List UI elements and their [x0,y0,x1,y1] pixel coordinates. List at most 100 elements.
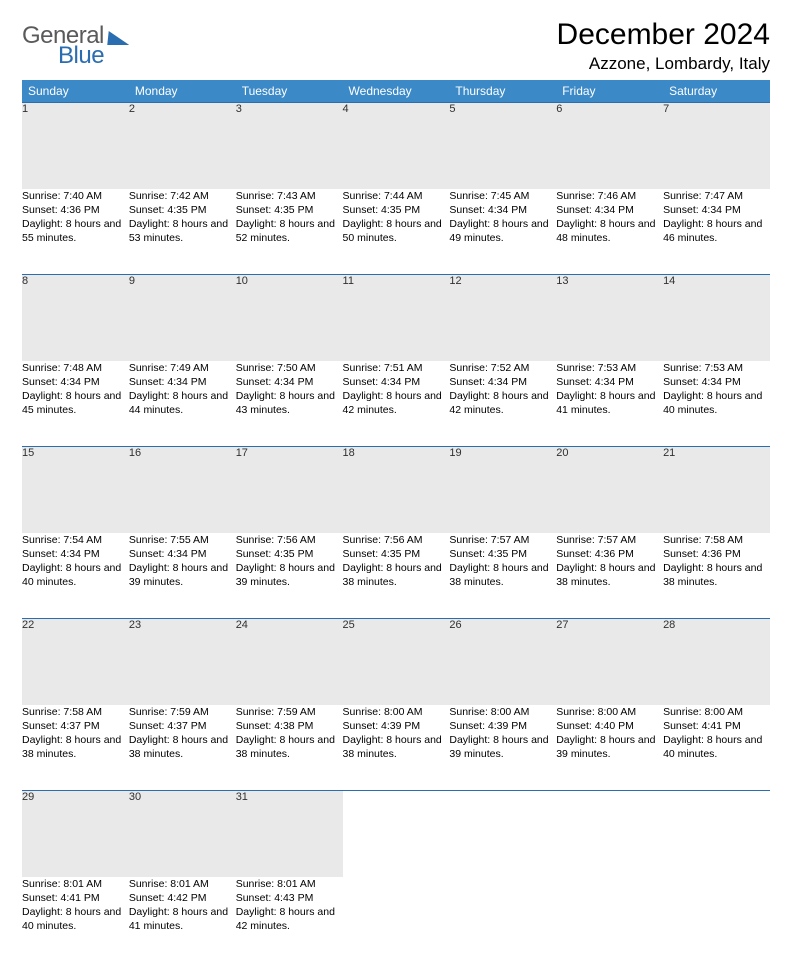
sunset-line: Sunset: 4:38 PM [236,719,343,733]
daylight-line: Daylight: 8 hours and 38 minutes. [22,733,129,761]
sunrise-line: Sunrise: 7:57 AM [449,533,556,547]
sunset-line: Sunset: 4:34 PM [236,375,343,389]
day-cell: Sunrise: 8:00 AMSunset: 4:39 PMDaylight:… [343,705,450,791]
day-cell-empty [556,877,663,963]
day-cell-empty [343,877,450,963]
day-number: 21 [663,447,770,533]
daylight-line: Daylight: 8 hours and 38 minutes. [449,561,556,589]
day-content-row: Sunrise: 7:54 AMSunset: 4:34 PMDaylight:… [22,533,770,619]
day-number-empty [556,791,663,877]
sunrise-line: Sunrise: 7:42 AM [129,189,236,203]
sunset-line: Sunset: 4:39 PM [449,719,556,733]
day-number-row: 293031 [22,791,770,877]
day-number: 7 [663,103,770,189]
day-cell: Sunrise: 8:00 AMSunset: 4:41 PMDaylight:… [663,705,770,791]
day-number-row: 891011121314 [22,275,770,361]
sunrise-line: Sunrise: 7:49 AM [129,361,236,375]
daylight-line: Daylight: 8 hours and 39 minutes. [449,733,556,761]
daylight-line: Daylight: 8 hours and 38 minutes. [129,733,236,761]
day-cell: Sunrise: 8:01 AMSunset: 4:42 PMDaylight:… [129,877,236,963]
daylight-line: Daylight: 8 hours and 40 minutes. [22,905,129,933]
daylight-line: Daylight: 8 hours and 39 minutes. [129,561,236,589]
sunset-line: Sunset: 4:39 PM [343,719,450,733]
sunset-line: Sunset: 4:35 PM [343,547,450,561]
daylight-line: Daylight: 8 hours and 43 minutes. [236,389,343,417]
day-cell: Sunrise: 7:55 AMSunset: 4:34 PMDaylight:… [129,533,236,619]
sunset-line: Sunset: 4:34 PM [22,375,129,389]
day-cell: Sunrise: 7:59 AMSunset: 4:38 PMDaylight:… [236,705,343,791]
header: General Blue December 2024 Azzone, Lomba… [22,18,770,74]
daylight-line: Daylight: 8 hours and 48 minutes. [556,217,663,245]
sunset-line: Sunset: 4:35 PM [236,203,343,217]
daylight-line: Daylight: 8 hours and 38 minutes. [663,561,770,589]
day-number: 26 [449,619,556,705]
daylight-line: Daylight: 8 hours and 49 minutes. [449,217,556,245]
sunset-line: Sunset: 4:34 PM [22,547,129,561]
sunrise-line: Sunrise: 7:53 AM [663,361,770,375]
sunrise-line: Sunrise: 8:01 AM [236,877,343,891]
day-number: 16 [129,447,236,533]
sunset-line: Sunset: 4:35 PM [449,547,556,561]
daylight-line: Daylight: 8 hours and 40 minutes. [22,561,129,589]
daylight-line: Daylight: 8 hours and 38 minutes. [343,561,450,589]
sunrise-line: Sunrise: 8:00 AM [449,705,556,719]
day-number-row: 15161718192021 [22,447,770,533]
day-cell: Sunrise: 7:40 AMSunset: 4:36 PMDaylight:… [22,189,129,275]
day-cell: Sunrise: 7:49 AMSunset: 4:34 PMDaylight:… [129,361,236,447]
day-number: 15 [22,447,129,533]
daylight-line: Daylight: 8 hours and 46 minutes. [663,217,770,245]
daylight-line: Daylight: 8 hours and 40 minutes. [663,389,770,417]
daylight-line: Daylight: 8 hours and 41 minutes. [129,905,236,933]
day-number: 6 [556,103,663,189]
sunset-line: Sunset: 4:34 PM [556,203,663,217]
sunrise-line: Sunrise: 7:52 AM [449,361,556,375]
sunrise-line: Sunrise: 7:58 AM [663,533,770,547]
day-number: 31 [236,791,343,877]
sunrise-line: Sunrise: 7:45 AM [449,189,556,203]
day-number-empty [663,791,770,877]
sunset-line: Sunset: 4:41 PM [663,719,770,733]
sunset-line: Sunset: 4:37 PM [22,719,129,733]
day-cell: Sunrise: 8:00 AMSunset: 4:40 PMDaylight:… [556,705,663,791]
day-cell: Sunrise: 7:42 AMSunset: 4:35 PMDaylight:… [129,189,236,275]
logo: General Blue [22,24,130,68]
sunset-line: Sunset: 4:35 PM [129,203,236,217]
daylight-line: Daylight: 8 hours and 38 minutes. [343,733,450,761]
day-number: 22 [22,619,129,705]
day-number: 13 [556,275,663,361]
day-header: Sunday [22,80,129,103]
sunset-line: Sunset: 4:34 PM [663,203,770,217]
day-number: 27 [556,619,663,705]
sunset-line: Sunset: 4:42 PM [129,891,236,905]
day-cell: Sunrise: 7:51 AMSunset: 4:34 PMDaylight:… [343,361,450,447]
day-number-row: 22232425262728 [22,619,770,705]
sunrise-line: Sunrise: 8:00 AM [343,705,450,719]
day-number: 14 [663,275,770,361]
day-cell: Sunrise: 7:48 AMSunset: 4:34 PMDaylight:… [22,361,129,447]
day-content-row: Sunrise: 7:58 AMSunset: 4:37 PMDaylight:… [22,705,770,791]
sunrise-line: Sunrise: 7:51 AM [343,361,450,375]
day-number: 25 [343,619,450,705]
day-cell: Sunrise: 7:52 AMSunset: 4:34 PMDaylight:… [449,361,556,447]
sunrise-line: Sunrise: 7:47 AM [663,189,770,203]
day-cell: Sunrise: 8:01 AMSunset: 4:43 PMDaylight:… [236,877,343,963]
day-number: 2 [129,103,236,189]
daylight-line: Daylight: 8 hours and 50 minutes. [343,217,450,245]
day-number: 12 [449,275,556,361]
sunset-line: Sunset: 4:34 PM [663,375,770,389]
sunset-line: Sunset: 4:34 PM [449,375,556,389]
sunrise-line: Sunrise: 8:01 AM [22,877,129,891]
sunrise-line: Sunrise: 7:58 AM [22,705,129,719]
sunset-line: Sunset: 4:41 PM [22,891,129,905]
day-cell: Sunrise: 7:56 AMSunset: 4:35 PMDaylight:… [343,533,450,619]
day-header: Monday [129,80,236,103]
sunset-line: Sunset: 4:36 PM [663,547,770,561]
sunrise-line: Sunrise: 7:44 AM [343,189,450,203]
sunrise-line: Sunrise: 8:00 AM [663,705,770,719]
day-number: 20 [556,447,663,533]
daylight-line: Daylight: 8 hours and 41 minutes. [556,389,663,417]
day-content-row: Sunrise: 8:01 AMSunset: 4:41 PMDaylight:… [22,877,770,963]
daylight-line: Daylight: 8 hours and 40 minutes. [663,733,770,761]
day-number: 9 [129,275,236,361]
day-number: 3 [236,103,343,189]
